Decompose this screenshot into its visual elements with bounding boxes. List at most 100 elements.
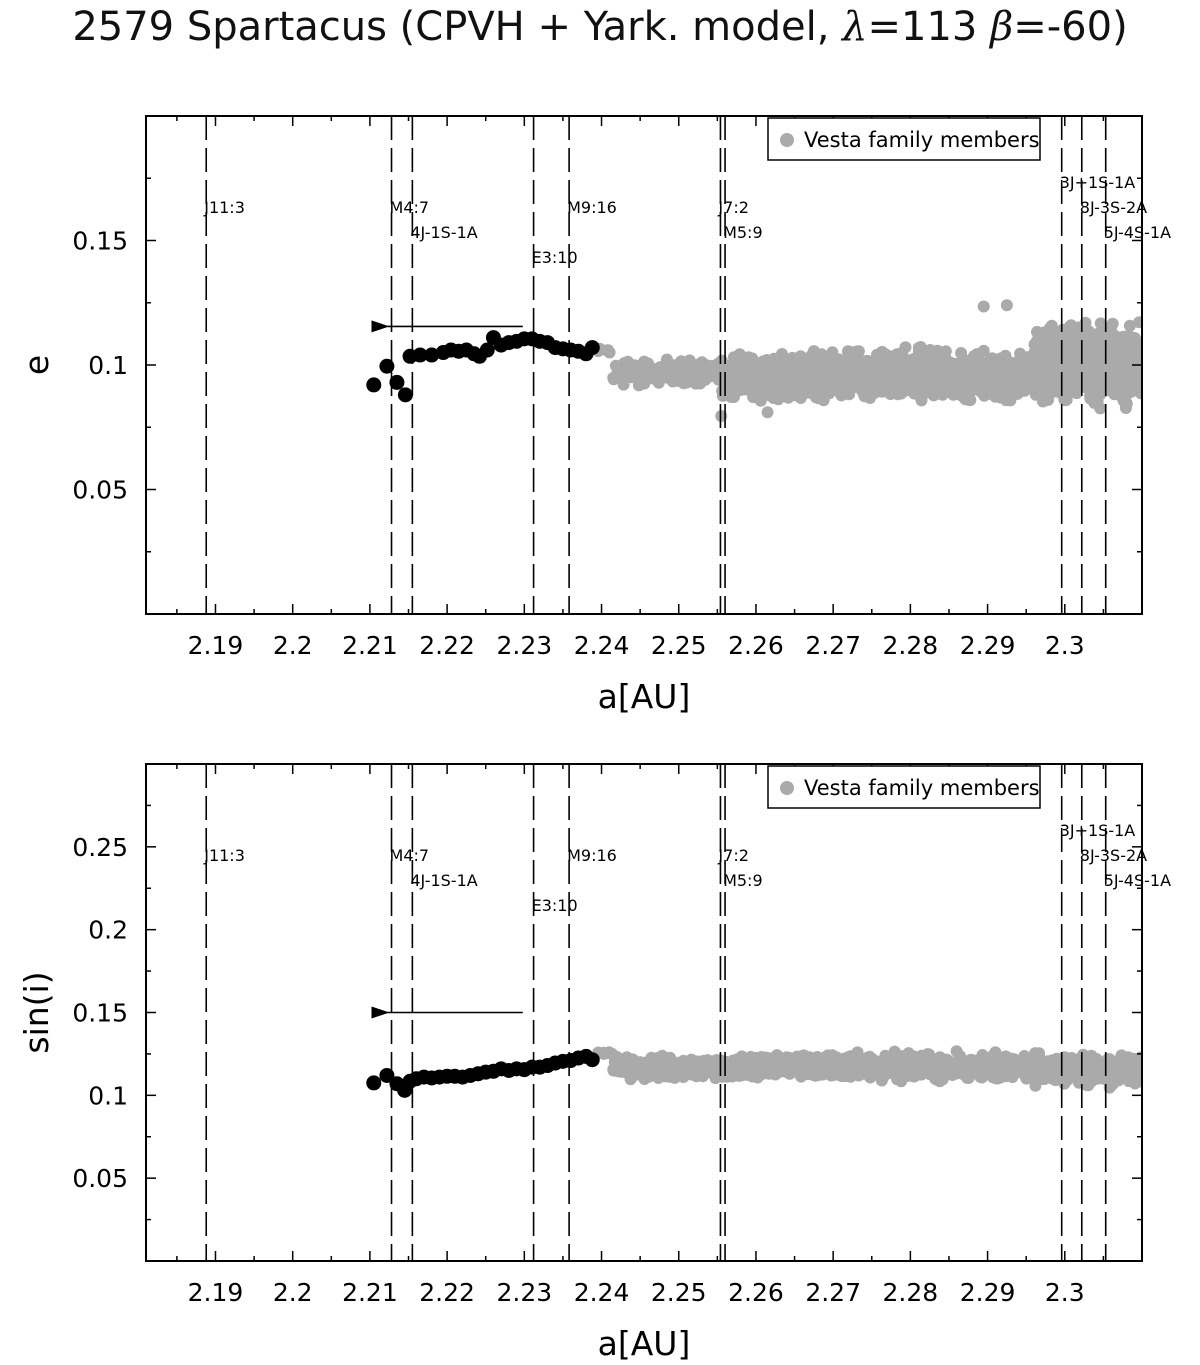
family-point xyxy=(883,363,896,376)
resonance-label: E3:10 xyxy=(532,248,578,267)
family-point xyxy=(735,366,748,379)
family-point xyxy=(657,369,670,382)
family-point xyxy=(1097,321,1110,334)
resonance-label: J7:2 xyxy=(717,846,748,865)
legend-marker xyxy=(780,133,794,147)
x-tick-label: 2.27 xyxy=(805,1278,861,1307)
x-tick-label: 2.23 xyxy=(496,631,552,660)
family-point xyxy=(1097,1059,1110,1072)
family-point xyxy=(775,361,788,374)
title-beta-symbol: β xyxy=(990,4,1014,50)
trajectory-point xyxy=(397,387,413,403)
x-tick-label: 2.23 xyxy=(496,1278,552,1307)
family-outlier-point xyxy=(1000,299,1013,312)
family-point xyxy=(727,351,740,364)
chart-title: 2579 Spartacus (CPVH + Yark. model, λ=11… xyxy=(0,4,1200,50)
title-beta-value: =-60) xyxy=(1013,4,1128,50)
family-point xyxy=(759,359,772,372)
family-point xyxy=(1133,336,1142,349)
family-point xyxy=(851,377,864,390)
family-point xyxy=(980,357,993,370)
x-tick-label: 2.29 xyxy=(960,1278,1016,1307)
family-point xyxy=(1087,331,1100,344)
family-point xyxy=(1123,319,1136,332)
family-point xyxy=(1044,371,1057,384)
family-point xyxy=(836,1061,849,1074)
family-point xyxy=(894,1052,907,1065)
trajectory-point xyxy=(584,1052,600,1068)
family-point xyxy=(1028,362,1041,375)
trajectory-point xyxy=(389,374,405,390)
family-point xyxy=(945,370,957,383)
family-point xyxy=(1062,367,1075,380)
family-point xyxy=(899,377,912,390)
x-tick-label: 2.22 xyxy=(419,1278,475,1307)
x-tick-label: 2.19 xyxy=(188,631,244,660)
family-point xyxy=(842,346,855,359)
resonance-label: 5J-4S-1A xyxy=(1104,223,1171,242)
resonance-label: 4J-1S-1A xyxy=(410,871,477,890)
family-point xyxy=(1000,1055,1013,1068)
family-point xyxy=(829,1068,842,1081)
family-outlier-point xyxy=(977,300,990,313)
family-point xyxy=(613,369,626,382)
trajectory-point xyxy=(412,347,428,363)
family-point xyxy=(907,1062,920,1074)
legend: Vesta family members xyxy=(767,765,1041,809)
family-outlier-point xyxy=(761,406,774,419)
family-point xyxy=(761,375,774,388)
family-point xyxy=(1033,350,1046,363)
trajectory-point xyxy=(366,1075,382,1091)
family-point xyxy=(750,382,763,395)
family-point xyxy=(771,378,783,391)
family-point xyxy=(646,1057,659,1070)
family-point xyxy=(977,372,990,384)
x-axis-label: a[AU] xyxy=(598,1324,691,1363)
family-point xyxy=(956,376,968,389)
family-point xyxy=(781,378,794,391)
family-point xyxy=(642,1070,655,1083)
resonance-label: M5:9 xyxy=(723,223,763,242)
family-point xyxy=(883,350,896,363)
family-point xyxy=(776,348,788,360)
trajectory-point xyxy=(479,342,495,358)
family-point xyxy=(867,360,880,373)
family-point xyxy=(740,383,753,396)
family-point xyxy=(607,1063,620,1076)
x-tick-label: 2.24 xyxy=(574,1278,630,1307)
family-point xyxy=(1029,1068,1042,1081)
y-axis-label: sin(i) xyxy=(17,971,56,1053)
family-point xyxy=(950,1045,963,1058)
plot-area xyxy=(366,1045,1142,1098)
resonance-label: J11:3 xyxy=(203,198,245,217)
trajectory-point xyxy=(424,347,440,363)
family-point xyxy=(800,359,813,372)
trajectory-point xyxy=(379,358,395,374)
x-tick-label: 2.3 xyxy=(1045,1278,1085,1307)
family-point xyxy=(896,348,909,361)
x-tick-label: 2.27 xyxy=(805,631,861,660)
x-tick-label: 2.2 xyxy=(273,1278,313,1307)
x-tick-label: 2.21 xyxy=(342,631,398,660)
family-point xyxy=(1126,369,1139,382)
x-tick-label: 2.29 xyxy=(960,631,1016,660)
family-point xyxy=(817,1057,830,1070)
family-point xyxy=(702,364,715,377)
trajectory-point xyxy=(366,377,382,393)
family-point xyxy=(1106,1060,1119,1072)
legend-box xyxy=(767,117,1041,161)
family-point xyxy=(1115,1068,1128,1081)
trajectory-point xyxy=(379,1067,395,1083)
title-lambda-symbol: λ xyxy=(842,4,868,50)
resonance-label: M9:16 xyxy=(567,198,617,217)
family-point xyxy=(1058,1059,1070,1072)
family-point xyxy=(1029,388,1042,401)
family-point xyxy=(878,384,891,397)
family-point xyxy=(1113,339,1125,352)
plot-frame xyxy=(145,763,1143,1262)
family-point xyxy=(1052,341,1065,353)
family-point xyxy=(652,1072,665,1084)
family-point xyxy=(817,378,830,391)
family-point xyxy=(810,359,823,372)
spartacus-trajectory xyxy=(366,330,600,403)
